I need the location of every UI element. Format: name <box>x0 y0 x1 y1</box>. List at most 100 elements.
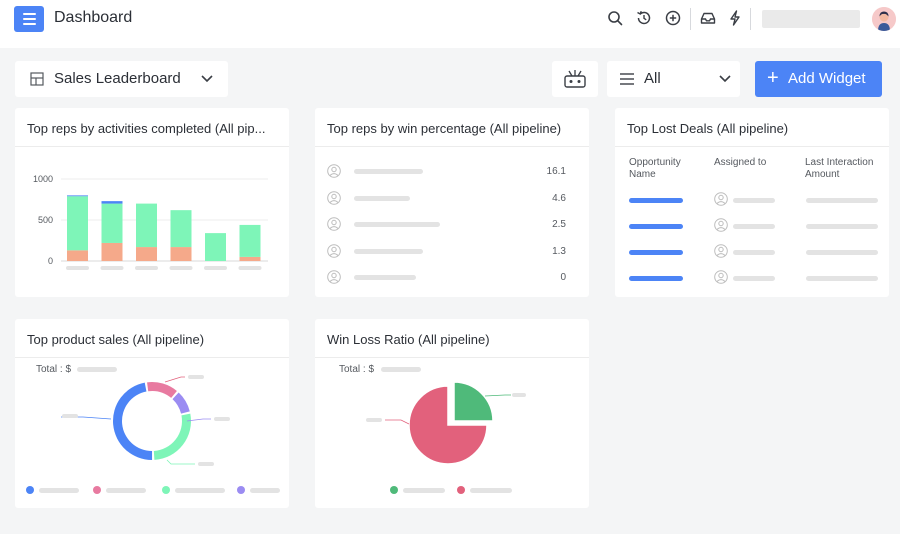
add-widget-button[interactable]: + Add Widget <box>755 61 882 97</box>
tv-mode-button[interactable] <box>552 61 598 97</box>
pipeline-filter-select[interactable]: All <box>607 61 740 97</box>
donut-slice-green <box>153 413 191 460</box>
category-label-placeholder <box>135 266 158 270</box>
person-icon <box>327 270 341 284</box>
widget-divider <box>315 146 589 147</box>
widget-divider <box>15 146 289 147</box>
toolbar-divider <box>690 8 691 30</box>
legend-swatch-loss <box>457 486 465 494</box>
legend-swatch <box>162 486 170 494</box>
column-header-assigned: Assigned to <box>714 157 767 168</box>
person-icon <box>714 192 728 206</box>
total-value-placeholder <box>77 367 117 372</box>
amount-placeholder <box>806 198 878 203</box>
legend-swatch <box>237 486 245 494</box>
bar-segment-green <box>239 224 261 257</box>
bar-segment-green <box>136 203 157 248</box>
add-circle-icon[interactable] <box>664 9 682 27</box>
widget-divider <box>315 357 589 358</box>
legend-label-placeholder <box>106 488 146 493</box>
chevron-down-icon <box>201 75 213 83</box>
callout-label-placeholder <box>62 414 78 418</box>
win-pct-value: 1.3 <box>552 246 566 257</box>
leader-line <box>166 459 195 465</box>
inbox-icon[interactable] <box>699 9 717 27</box>
widget-top-product-sales[interactable]: Top product sales (All pipeline) Total :… <box>15 319 289 508</box>
amount-placeholder <box>806 224 878 229</box>
pie-slice-win <box>453 381 494 422</box>
widget-title: Top reps by win percentage (All pipeline… <box>327 121 562 136</box>
bar-segment-orange <box>136 247 157 261</box>
widget-title: Top Lost Deals (All pipeline) <box>627 121 789 136</box>
filter-lines-icon <box>620 73 634 85</box>
ytick-label: 1000 <box>33 174 53 184</box>
widget-divider <box>615 146 889 147</box>
menu-icon-line <box>22 23 36 25</box>
global-search-input[interactable] <box>762 10 860 28</box>
legend-swatch <box>26 486 34 494</box>
person-icon <box>327 191 341 205</box>
lightning-icon[interactable] <box>726 9 744 27</box>
plus-icon: + <box>767 67 779 89</box>
widget-top-reps-win-percentage[interactable]: Top reps by win percentage (All pipeline… <box>315 108 589 297</box>
donut-slice-blue <box>113 382 153 460</box>
assignee-placeholder <box>733 198 775 203</box>
legend-label-placeholder <box>403 488 445 493</box>
category-label-placeholder <box>169 266 193 270</box>
bar-segment-blue <box>67 195 88 197</box>
hamburger-menu-button[interactable] <box>14 6 44 32</box>
category-label-placeholder <box>66 266 89 270</box>
legend-swatch-win <box>390 486 398 494</box>
category-label-placeholder <box>204 266 227 270</box>
total-value-placeholder <box>381 367 421 372</box>
menu-icon-line <box>22 18 36 20</box>
bar-segment-orange <box>67 250 88 261</box>
leader-line <box>164 376 185 383</box>
rep-name-placeholder <box>354 249 423 254</box>
search-icon[interactable] <box>606 9 624 27</box>
callout-label-placeholder <box>188 375 204 379</box>
win-pct-value: 16.1 <box>546 166 566 177</box>
callout-label-placeholder <box>198 462 214 466</box>
callout-label-placeholder <box>366 418 382 422</box>
grid-icon <box>30 72 44 86</box>
bar-segment-green <box>170 210 192 248</box>
pipeline-filter-label: All <box>644 70 661 87</box>
win-pct-value: 0 <box>560 272 566 283</box>
opportunity-name-placeholder <box>629 250 683 255</box>
history-icon[interactable] <box>635 9 653 27</box>
ytick-label: 0 <box>48 256 53 266</box>
bar-segment-orange <box>170 247 192 261</box>
widget-top-reps-activities[interactable]: Top reps by activities completed (All pi… <box>15 108 289 297</box>
widget-title: Top product sales (All pipeline) <box>27 332 205 347</box>
user-avatar-icon <box>872 7 896 31</box>
amount-placeholder <box>806 276 878 281</box>
avatar[interactable] <box>872 7 896 31</box>
legend-label-placeholder <box>39 488 79 493</box>
add-widget-label: Add Widget <box>788 70 866 87</box>
callout-label-placeholder <box>214 417 230 421</box>
toolbar-divider <box>750 8 751 30</box>
assignee-placeholder <box>733 224 775 229</box>
person-icon <box>714 244 728 258</box>
category-label-placeholder <box>100 266 124 270</box>
rep-name-placeholder <box>354 275 416 280</box>
opportunity-name-placeholder <box>629 276 683 281</box>
legend-label-placeholder <box>250 488 280 493</box>
bar-segment-blue <box>101 201 123 204</box>
dashboard-selector[interactable]: Sales Leaderboard <box>15 61 228 97</box>
column-header-opportunity: Opportunity Name <box>629 157 681 180</box>
callout-label-placeholder <box>512 393 526 397</box>
leader-line <box>186 418 211 422</box>
win-loss-pie-chart <box>366 381 526 465</box>
amount-placeholder <box>806 250 878 255</box>
assignee-placeholder <box>733 276 775 281</box>
widget-win-loss-ratio[interactable]: Win Loss Ratio (All pipeline) Total : $ <box>315 319 589 508</box>
menu-icon-line <box>22 13 36 15</box>
column-header-last-interaction: Last Interaction Amount <box>805 157 874 180</box>
total-label: Total : $ <box>36 364 72 375</box>
widget-title: Win Loss Ratio (All pipeline) <box>327 332 490 347</box>
tv-icon <box>564 70 586 88</box>
opportunity-name-placeholder <box>629 198 683 203</box>
widget-top-lost-deals[interactable]: Top Lost Deals (All pipeline) Opportunit… <box>615 108 889 297</box>
